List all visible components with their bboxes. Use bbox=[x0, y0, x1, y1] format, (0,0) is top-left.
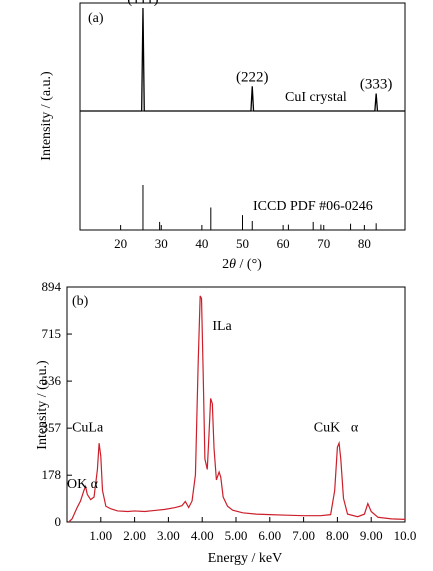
xtick-label: 50 bbox=[236, 236, 249, 251]
xrd-pattern-line bbox=[80, 7, 405, 112]
peak-annotation: O bbox=[67, 477, 77, 492]
xtick-label: 20 bbox=[114, 236, 127, 251]
panel-a-line-series: (111) (222) (333) bbox=[80, 0, 405, 112]
panel-a-stick-series bbox=[142, 185, 377, 230]
xtick-label: 4.00 bbox=[191, 528, 214, 543]
peak-label: (222) bbox=[236, 69, 269, 85]
peak-annotation: K bbox=[77, 477, 87, 492]
peak-label: (333) bbox=[360, 76, 393, 92]
xtick-label: 1.00 bbox=[89, 528, 112, 543]
panel-a-xlabel: 2θ / (°) bbox=[222, 257, 262, 272]
panel-a-xticks: 20 30 40 50 60 70 80 bbox=[114, 225, 371, 251]
ytick-label: 894 bbox=[42, 279, 62, 294]
panel-a-ylabel: Intensity / (a.u.) bbox=[39, 71, 54, 161]
series-label-iccd: ICCD PDF #06-0246 bbox=[253, 199, 373, 214]
xtick-label: 3.00 bbox=[157, 528, 180, 543]
ytick-label: 715 bbox=[42, 326, 62, 341]
xtick-label: 30 bbox=[155, 236, 168, 251]
peak-annotation: CuLa bbox=[72, 420, 104, 435]
ytick-label: 357 bbox=[42, 420, 62, 435]
panel-b-frame bbox=[66, 286, 406, 523]
xtick-label: 7.00 bbox=[292, 528, 315, 543]
panel-a-label: (a) bbox=[88, 11, 104, 26]
peak-annotation: CuK bbox=[314, 420, 340, 435]
peak-label: (111) bbox=[127, 0, 158, 7]
xtick-label: 2.00 bbox=[123, 528, 146, 543]
panel-b-xlabel: Energy / keV bbox=[208, 551, 282, 566]
panel-a-frame bbox=[79, 2, 406, 231]
peak-annotation: α bbox=[351, 420, 359, 435]
xtick-label: 70 bbox=[317, 236, 330, 251]
eds-spectrum-line bbox=[68, 295, 406, 523]
ytick-label: 536 bbox=[42, 373, 62, 388]
panel-b-ylabel: Intensity / (a.u.) bbox=[35, 360, 50, 450]
xtick-label: 6.00 bbox=[258, 528, 281, 543]
peak-annotation: ILa bbox=[212, 319, 232, 334]
ytick-label: 0 bbox=[55, 514, 62, 529]
ytick-label: 178 bbox=[42, 467, 62, 482]
series-label-cui-crystal: CuI crystal bbox=[285, 90, 347, 105]
panel-b-ticks: 1.00 2.00 3.00 4.00 5.00 6.00 7.00 8.00 9.00 10.0… bbox=[42, 279, 417, 543]
xtick-label: 10.0 bbox=[394, 528, 417, 543]
xtick-label: 5.00 bbox=[225, 528, 248, 543]
xtick-label: 40 bbox=[195, 236, 208, 251]
peak-annotation: α bbox=[91, 477, 99, 492]
xtick-label: 80 bbox=[358, 236, 371, 251]
xtick-label: 60 bbox=[277, 236, 290, 251]
panel-b-label: (b) bbox=[72, 294, 89, 309]
xtick-label: 8.00 bbox=[326, 528, 349, 543]
xtick-label: 9.00 bbox=[360, 528, 383, 543]
